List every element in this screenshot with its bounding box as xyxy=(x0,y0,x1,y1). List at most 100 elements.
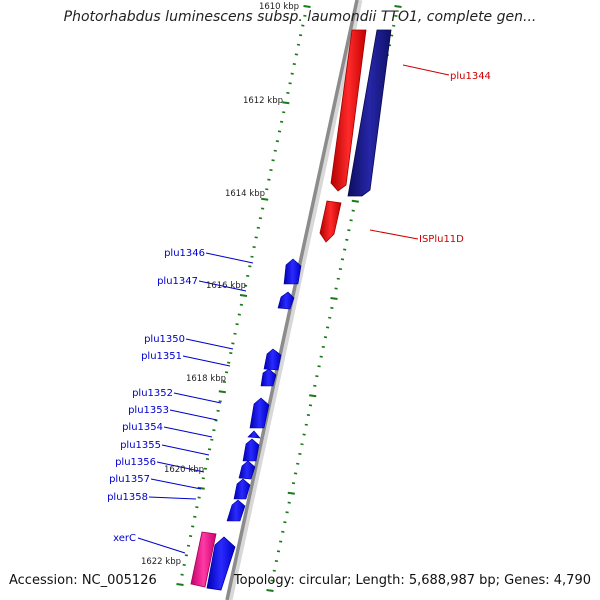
minor-tick xyxy=(351,209,355,212)
leader-line xyxy=(150,478,202,490)
gene-label[interactable]: plu1355 xyxy=(120,440,161,451)
gene-label[interactable]: plu1356 xyxy=(115,457,156,468)
minor-tick xyxy=(282,111,286,114)
minor-tick xyxy=(293,472,298,475)
gene-label[interactable]: plu1354 xyxy=(122,422,163,433)
minor-tick xyxy=(308,404,313,407)
minor-tick xyxy=(294,53,299,56)
minor-tick xyxy=(231,342,235,345)
gene-label[interactable]: plu1351 xyxy=(141,351,182,362)
feature-plu1352[interactable]: plu1352 xyxy=(132,388,270,429)
major-tick xyxy=(309,394,317,398)
feature-xerC[interactable]: xerC xyxy=(113,531,236,591)
minor-tick xyxy=(338,268,343,271)
minor-tick xyxy=(287,501,291,504)
minor-tick xyxy=(193,515,197,518)
minor-tick xyxy=(286,91,290,94)
gene-arrow-plu1344-navy[interactable] xyxy=(347,29,392,197)
minor-tick xyxy=(237,313,241,316)
gene-arrow[interactable] xyxy=(277,291,295,310)
major-tick xyxy=(239,294,248,297)
minor-tick xyxy=(315,375,319,378)
major-tick xyxy=(197,486,205,490)
feature-ISPlu11D[interactable]: ISPlu11D xyxy=(319,200,464,245)
gene-arrow[interactable] xyxy=(233,478,251,500)
minor-tick xyxy=(229,352,233,355)
minor-tick xyxy=(290,72,294,75)
gene-arrow[interactable] xyxy=(260,368,277,387)
feature-plu1356[interactable]: plu1356 xyxy=(115,457,251,500)
minor-tick xyxy=(188,535,193,538)
feature-plu1346[interactable]: plu1346 xyxy=(164,248,302,285)
gene-label[interactable]: plu1358 xyxy=(107,492,148,503)
minor-tick xyxy=(347,229,351,232)
minor-tick xyxy=(271,159,275,162)
gene-label[interactable]: plu1352 xyxy=(132,388,173,399)
minor-tick xyxy=(300,443,304,446)
gene-label[interactable]: plu1357 xyxy=(109,474,150,485)
feature-plu1347[interactable]: plu1347 xyxy=(157,276,295,310)
minor-tick xyxy=(392,24,396,27)
gene-label[interactable]: plu1344 xyxy=(450,71,491,82)
minor-tick xyxy=(292,63,296,66)
feature-plu1353[interactable]: plu1353 xyxy=(128,405,261,439)
feature-plu1358[interactable]: plu1358 xyxy=(107,492,246,522)
minor-tick xyxy=(235,323,239,326)
minor-tick xyxy=(345,238,349,241)
gene-arrow[interactable] xyxy=(238,460,256,480)
feature-plu1355[interactable]: plu1355 xyxy=(120,440,256,480)
leader-line xyxy=(156,461,205,473)
feature-plu1354[interactable]: plu1354 xyxy=(122,422,260,462)
ruler-label: 1616 kbp xyxy=(206,281,246,291)
accession-text: Accession: NC_005126 xyxy=(9,573,157,588)
feature-plu1351[interactable]: plu1351 xyxy=(141,351,277,387)
minor-tick xyxy=(252,246,256,249)
gene-label[interactable]: xerC xyxy=(113,533,136,544)
gene-arrow[interactable] xyxy=(263,348,282,371)
gene-arrow[interactable] xyxy=(242,438,260,462)
minor-tick xyxy=(195,506,199,509)
minor-tick xyxy=(258,217,263,220)
leader-line xyxy=(148,496,197,500)
gene-arrow[interactable] xyxy=(249,397,270,429)
minor-tick xyxy=(394,14,398,17)
gene-arrow[interactable] xyxy=(283,258,302,285)
feature-plu1358-tail[interactable] xyxy=(227,498,242,512)
minor-tick xyxy=(210,438,214,441)
gene-label[interactable]: plu1346 xyxy=(164,248,205,259)
major-tick xyxy=(287,491,295,495)
gene-arrow-plu1344-red[interactable] xyxy=(330,29,367,192)
minor-tick xyxy=(207,448,212,451)
minor-tick xyxy=(296,43,301,46)
minor-tick xyxy=(304,423,308,426)
gene-arrow-neighbor[interactable] xyxy=(206,536,236,591)
minor-tick xyxy=(325,326,330,329)
gene-label[interactable]: plu1347 xyxy=(157,276,198,287)
gene-label[interactable]: ISPlu11D xyxy=(419,234,464,245)
gene-label[interactable]: plu1353 xyxy=(128,405,169,416)
leader-line xyxy=(185,338,234,350)
minor-tick xyxy=(277,130,282,133)
feature-plu1344[interactable]: plu1344 xyxy=(330,29,491,197)
minor-tick xyxy=(291,482,296,485)
major-tick xyxy=(303,5,311,8)
feature-plu1357[interactable]: plu1357 xyxy=(109,474,202,490)
gene-arrow[interactable] xyxy=(319,200,342,243)
minor-tick xyxy=(273,149,277,152)
minor-tick xyxy=(340,258,345,261)
major-tick xyxy=(261,197,269,201)
gene-arrow-xerC[interactable] xyxy=(190,531,217,588)
minor-tick xyxy=(180,573,184,576)
gene-label[interactable]: plu1350 xyxy=(144,334,185,345)
gene-arrow[interactable] xyxy=(247,430,261,439)
major-tick xyxy=(218,390,226,394)
gene-arrow[interactable] xyxy=(226,499,246,522)
ruler-label: 1610 kbp xyxy=(259,2,299,12)
leader-line xyxy=(161,444,210,456)
minor-tick xyxy=(260,207,265,210)
minor-tick xyxy=(224,371,229,374)
feature-plu1350[interactable]: plu1350 xyxy=(144,334,282,371)
leader-line xyxy=(205,252,254,264)
minor-tick xyxy=(203,467,208,470)
minor-tick xyxy=(328,316,332,319)
